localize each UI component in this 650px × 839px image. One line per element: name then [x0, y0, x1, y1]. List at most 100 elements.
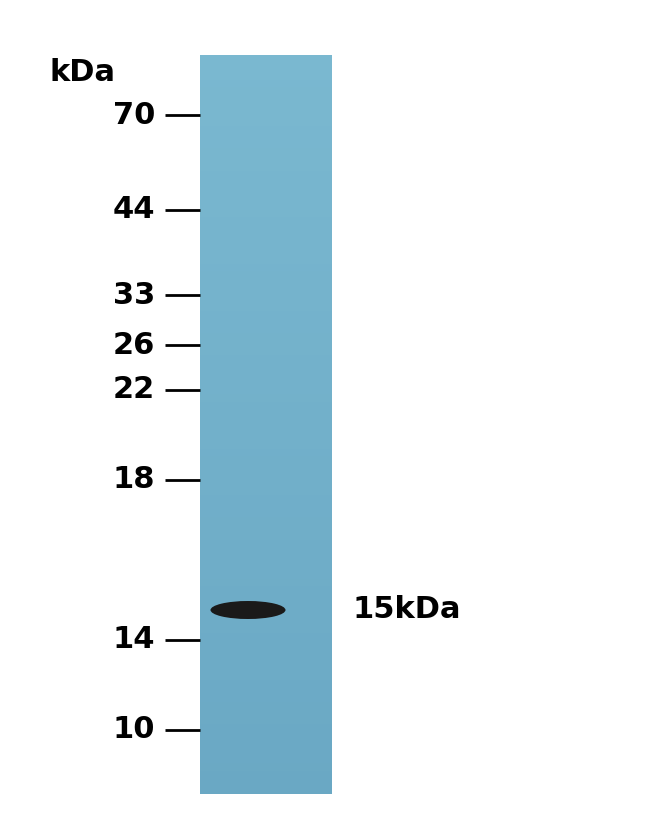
Bar — [200, 193, 332, 195]
Bar — [200, 252, 332, 255]
Bar — [200, 758, 332, 762]
Bar — [200, 557, 332, 560]
Bar — [200, 498, 332, 501]
Bar — [200, 205, 332, 208]
Bar — [200, 560, 332, 562]
Bar — [200, 138, 332, 142]
Bar — [200, 766, 332, 769]
Bar — [200, 550, 332, 552]
Bar — [200, 185, 332, 188]
Bar — [200, 378, 332, 380]
Bar — [200, 722, 332, 725]
Bar — [200, 225, 332, 227]
Bar — [200, 626, 332, 628]
Bar — [200, 608, 332, 612]
Bar — [200, 352, 332, 356]
Bar — [200, 645, 332, 649]
Bar — [200, 370, 332, 373]
Bar — [200, 272, 332, 274]
Bar — [200, 599, 332, 602]
Bar — [200, 141, 332, 144]
Bar — [200, 586, 332, 589]
Bar — [200, 195, 332, 198]
Bar — [200, 286, 332, 289]
Bar — [200, 380, 332, 383]
Bar — [200, 159, 332, 161]
Bar — [200, 702, 332, 705]
Text: kDa: kDa — [50, 58, 116, 87]
Bar — [200, 611, 332, 614]
Bar — [200, 276, 332, 279]
Bar — [200, 124, 332, 127]
Bar — [200, 682, 332, 685]
Bar — [200, 254, 332, 258]
Bar — [200, 109, 332, 112]
Bar — [200, 313, 332, 316]
Bar — [200, 481, 332, 483]
Bar — [200, 456, 332, 459]
Bar — [200, 468, 332, 472]
Bar — [200, 638, 332, 641]
Bar — [200, 279, 332, 282]
Bar — [200, 574, 332, 577]
Bar — [200, 449, 332, 451]
Bar — [200, 188, 332, 190]
Bar — [200, 264, 332, 267]
Bar — [200, 564, 332, 567]
Bar — [200, 306, 332, 309]
Bar — [200, 552, 332, 555]
Bar — [200, 732, 332, 734]
Bar — [200, 318, 332, 321]
Bar — [200, 436, 332, 440]
Bar — [200, 547, 332, 550]
Bar — [200, 653, 332, 656]
Bar — [200, 633, 332, 636]
Text: 44: 44 — [112, 195, 155, 225]
Bar — [200, 355, 332, 358]
Bar — [200, 763, 332, 767]
Bar — [200, 508, 332, 511]
Bar — [200, 631, 332, 633]
Bar — [200, 528, 332, 530]
Bar — [200, 239, 332, 242]
Bar — [200, 486, 332, 488]
Bar — [200, 658, 332, 660]
Bar — [200, 149, 332, 152]
Bar — [200, 244, 332, 248]
Bar — [200, 90, 332, 92]
Bar — [200, 154, 332, 156]
Bar — [200, 783, 332, 786]
Bar — [200, 201, 332, 203]
Bar — [200, 304, 332, 306]
Bar — [200, 67, 332, 70]
Bar — [200, 267, 332, 269]
Bar — [200, 178, 332, 181]
Bar — [200, 670, 332, 673]
Bar — [200, 680, 332, 683]
Bar — [200, 734, 332, 737]
Bar — [200, 299, 332, 301]
Bar — [200, 262, 332, 264]
Bar — [200, 235, 332, 237]
Bar — [200, 114, 332, 117]
Bar — [200, 584, 332, 586]
Bar — [200, 748, 332, 752]
Bar — [200, 515, 332, 518]
Bar — [200, 143, 332, 147]
Bar — [200, 613, 332, 617]
Bar — [200, 737, 332, 739]
Bar — [200, 360, 332, 363]
Bar — [200, 404, 332, 407]
Bar — [200, 301, 332, 304]
Bar — [200, 788, 332, 791]
Bar — [200, 761, 332, 764]
Bar — [200, 102, 332, 105]
Bar — [200, 77, 332, 80]
Bar — [200, 294, 332, 296]
Bar — [200, 648, 332, 651]
Bar — [200, 458, 332, 461]
Bar — [200, 695, 332, 697]
Bar — [200, 655, 332, 659]
Bar — [200, 387, 332, 390]
Bar — [200, 594, 332, 597]
